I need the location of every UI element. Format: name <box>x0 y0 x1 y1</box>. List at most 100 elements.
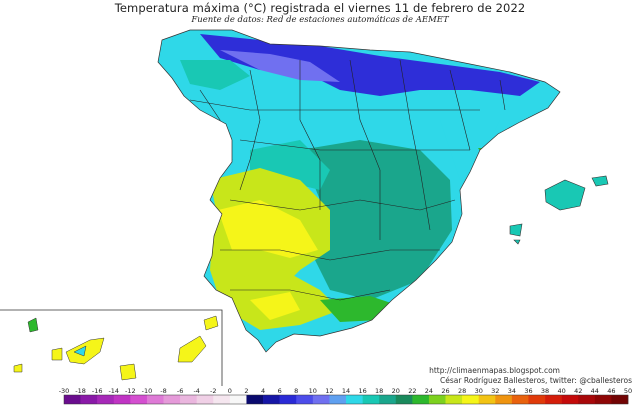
legend-swatch <box>379 395 397 404</box>
legend-swatch <box>263 395 280 404</box>
legend-swatch <box>511 395 529 404</box>
temperature-legend: -30 -18 -16 -14 -12 -10 -8 -6 -4 -2 0 2 4 6 8 10 12 14 16 1… <box>59 387 632 405</box>
legend-swatch <box>80 395 98 404</box>
legend-swatch <box>346 395 363 404</box>
legend-tick-label: 18 <box>375 387 383 395</box>
legend-swatch <box>495 395 513 404</box>
formentera <box>513 239 521 245</box>
province-borders <box>189 59 506 301</box>
legend-swatch <box>312 395 330 404</box>
legend-swatch <box>395 395 413 404</box>
legend-swatch <box>478 395 496 404</box>
map-subtitle: Fuente de datos: Red de estaciones autom… <box>191 15 449 25</box>
coastline <box>157 29 561 353</box>
legend-swatch <box>229 395 247 404</box>
legend-swatch <box>213 395 231 404</box>
la-palma <box>27 317 39 333</box>
legend-swatch <box>428 395 446 404</box>
credit-url: http://climaenmapas.blogspot.com <box>429 366 560 375</box>
legend-tick-label: 34 <box>508 387 516 395</box>
legend-tick-label: 40 <box>558 387 566 395</box>
legend-swatch <box>64 395 81 404</box>
credit-author: César Rodríguez Ballesteros, twitter: @c… <box>440 376 632 385</box>
balearic-islands <box>509 175 609 245</box>
legend-swatch <box>594 395 612 404</box>
legend-tick-label: 28 <box>458 387 466 395</box>
legend-swatch <box>362 395 380 404</box>
legend-swatch <box>196 395 214 404</box>
legend-tick-label: -8 <box>160 387 166 395</box>
legend-swatch <box>279 395 297 404</box>
legend-tick-label: 12 <box>325 387 333 395</box>
teal-north-plateau <box>250 140 330 190</box>
legend-swatch <box>97 395 115 404</box>
legend-tick-label: -2 <box>210 387 216 395</box>
legend-tick-label: 30 <box>475 387 483 395</box>
legend-swatch <box>163 395 181 404</box>
extremadura-yellow <box>218 200 318 258</box>
iberian-peninsula <box>158 30 560 352</box>
legend-tick-label: 4 <box>261 387 265 395</box>
legend-tick-label: 0 <box>228 387 232 395</box>
lanzarote <box>203 315 219 331</box>
ibiza <box>509 223 523 237</box>
central-teal-region <box>300 140 452 300</box>
legend-tick-label: 14 <box>342 387 350 395</box>
legend-swatch <box>545 395 562 404</box>
gran-canaria <box>119 363 137 381</box>
legend-swatch <box>528 395 546 404</box>
legend-tick-label: 22 <box>408 387 416 395</box>
legend-swatch <box>445 395 463 404</box>
legend-tick-label: 10 <box>309 387 317 395</box>
legend-swatch <box>180 395 198 404</box>
fuerteventura <box>177 335 207 363</box>
legend-swatch <box>329 395 347 404</box>
legend-swatch <box>246 395 264 404</box>
legend-tick-label: 46 <box>607 387 615 395</box>
inset-frame <box>0 309 223 386</box>
legend-tick-label: 16 <box>358 387 366 395</box>
legend-tick-label: 26 <box>441 387 449 395</box>
legend-tick-label: 44 <box>591 387 599 395</box>
legend-tick-label: 6 <box>278 387 282 395</box>
legend-swatch <box>561 395 579 404</box>
galicia-cool <box>180 60 250 90</box>
legend-swatch <box>130 395 148 404</box>
cantabrian-light-blue <box>220 50 340 82</box>
legend-tick-label: -30 <box>59 387 70 395</box>
legend-swatch <box>578 395 596 404</box>
menorca <box>591 175 609 187</box>
legend-swatch <box>462 395 480 404</box>
legend-tick-label: 8 <box>294 387 298 395</box>
legend-tick-label: -14 <box>108 387 119 395</box>
legend-swatch <box>113 395 131 404</box>
legend-tick-label: 32 <box>491 387 499 395</box>
teide <box>73 345 87 357</box>
legend-swatch <box>611 395 629 404</box>
legend-tick-label: -10 <box>142 387 153 395</box>
legend-tick-label: -12 <box>125 387 136 395</box>
legend-tick-label: -6 <box>177 387 183 395</box>
legend-tick-label: 42 <box>574 387 582 395</box>
legend-tick-label: -4 <box>193 387 199 395</box>
legend-swatch <box>296 395 314 404</box>
legend-tick-label: -18 <box>75 387 86 395</box>
legend-tick-label: 38 <box>541 387 549 395</box>
legend-tick-label: 20 <box>392 387 400 395</box>
legend-tick-label: 50 <box>624 387 632 395</box>
guadalquivir-yellow <box>250 292 300 320</box>
la-gomera <box>51 347 63 361</box>
legend-tick-label: 2 <box>244 387 248 395</box>
el-hierro <box>13 363 23 373</box>
legend-frame <box>63 394 629 405</box>
legend-tick-label: 24 <box>425 387 433 395</box>
mallorca <box>544 179 586 211</box>
cantabrian-cold-region <box>200 34 540 96</box>
map-title: Temperatura máxima (°C) registrada el vi… <box>114 1 526 15</box>
legend-swatch <box>146 395 164 404</box>
canary-islands-inset <box>0 309 223 386</box>
legend-tick-label: 36 <box>524 387 532 395</box>
legend-tick-label: -16 <box>92 387 103 395</box>
legend-swatch <box>412 395 430 404</box>
